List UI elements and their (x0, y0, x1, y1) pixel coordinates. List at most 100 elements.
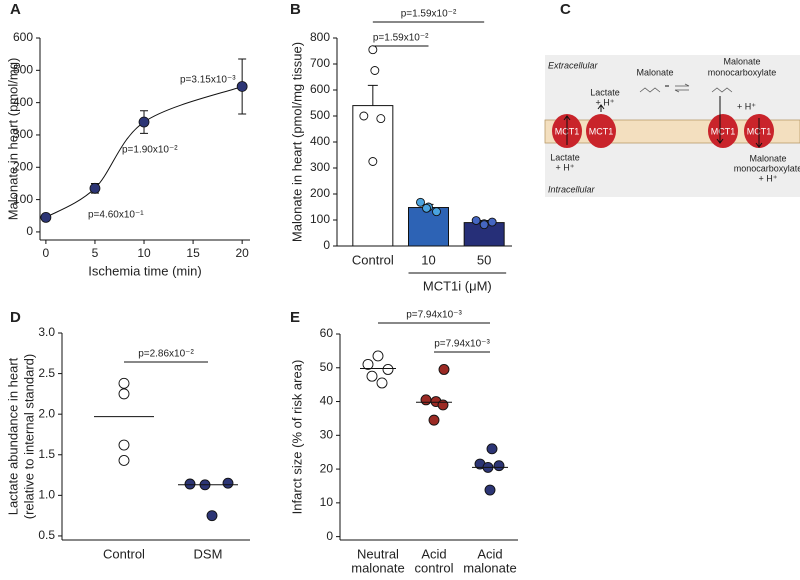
y-axis-label: Lactate abundance in heart (5, 357, 20, 515)
y-tick-label: 300 (13, 127, 33, 141)
point (420, 394, 432, 406)
malonate-in-label: monocarboxylate (734, 163, 800, 173)
lactate-label: + H⁺ (555, 162, 574, 172)
panel-letter: E (290, 309, 300, 326)
point (138, 116, 150, 128)
y-tick-label: 0 (326, 529, 333, 543)
y-tick-label: 1.0 (38, 488, 55, 502)
y-tick-label: 10 (320, 495, 334, 509)
y-tick-label: 0.5 (38, 528, 55, 542)
point (487, 217, 497, 227)
x-tick-label: malonate (351, 560, 404, 575)
y-tick-label: 300 (310, 160, 330, 174)
x-tick-label: 5 (92, 246, 99, 260)
point (366, 370, 378, 382)
y-tick-label: 500 (310, 108, 330, 122)
y-tick-label: 2.5 (38, 366, 55, 380)
y-tick-label: 200 (13, 159, 33, 173)
p-value: p=3.15x10⁻³ (180, 75, 236, 86)
panel-letter: D (10, 309, 21, 326)
point (428, 414, 440, 426)
lactate-label: Lactate (590, 87, 620, 97)
point (493, 460, 505, 472)
panel-letter: C (560, 1, 571, 18)
point (184, 478, 196, 490)
transporter (708, 114, 738, 148)
x-tick-label: Neutral (357, 546, 399, 561)
malonate-in-label: + H⁺ (758, 173, 777, 183)
y-tick-label: 0 (323, 238, 330, 252)
transporter-label: MCT1 (711, 126, 736, 136)
x-tick-label: 10 (421, 252, 435, 267)
point (206, 510, 218, 522)
y-tick-label: 1.5 (38, 447, 55, 461)
y-tick-label: 20 (320, 461, 334, 475)
x-tick-label: Acid (477, 546, 502, 561)
point (484, 484, 496, 496)
fit-curve (45, 86, 243, 218)
y-tick-label: 600 (310, 82, 330, 96)
point (479, 220, 489, 230)
intracellular-label: Intracellular (548, 184, 596, 194)
point (368, 45, 378, 55)
x-tick-label: 0 (43, 246, 50, 260)
point (471, 216, 481, 225)
point (376, 114, 386, 124)
point (438, 364, 450, 375)
x-tick-label: 15 (186, 246, 200, 260)
panel-letter: A (10, 1, 21, 18)
point (372, 350, 384, 362)
y-tick-label: 50 (320, 360, 334, 374)
point (118, 439, 130, 451)
x-tick-label: 50 (477, 252, 491, 267)
y-tick-label: 40 (320, 394, 334, 408)
transporter-label: MCT1 (589, 126, 614, 136)
x-tick-label: malonate (463, 560, 516, 575)
malonate-label: Malonate (636, 67, 673, 77)
point (416, 197, 425, 207)
p-value: p=7.94x10⁻³ (434, 339, 490, 350)
point (362, 358, 374, 370)
x-tick-label: 20 (235, 246, 249, 260)
y-tick-label: 200 (310, 186, 330, 200)
y-tick-label: 30 (320, 427, 334, 441)
point (437, 399, 449, 411)
group-label: MCT1i (μM) (423, 278, 492, 293)
p-value: p=1.90x10⁻² (122, 145, 178, 156)
malonate-mono-label: monocarboxylate (708, 67, 777, 77)
y-axis-label: (relative to internal standard) (21, 354, 36, 519)
y-tick-label: 0 (26, 224, 33, 238)
extracellular-label: Extracellular (548, 60, 599, 70)
malonate-in-label: Malonate (749, 153, 786, 163)
bar (352, 105, 394, 247)
point (118, 388, 130, 400)
y-tick-label: 100 (310, 212, 330, 226)
y-tick-label: 400 (310, 134, 330, 148)
x-tick-label: 10 (137, 246, 151, 260)
y-tick-label: 100 (13, 192, 33, 206)
point (222, 477, 234, 489)
x-tick-label: Control (103, 546, 145, 561)
p-value: p=1.59x10⁻² (401, 9, 457, 20)
point (370, 66, 380, 75)
panel-c: C Extracellular Intracellular Malonate M… (544, 1, 800, 197)
y-tick-label: 700 (310, 56, 330, 70)
x-tick-label: DSM (194, 546, 223, 561)
point (382, 364, 394, 375)
y-tick-label: 2.0 (38, 406, 55, 420)
x-axis-label: Ischemia time (min) (88, 263, 201, 278)
bar (408, 207, 449, 247)
y-tick-label: 500 (13, 62, 33, 76)
point (118, 454, 130, 466)
chemical-structures (639, 83, 733, 93)
panel-letter: B (290, 1, 301, 18)
point (118, 377, 130, 389)
point (89, 182, 101, 194)
p-value: p=2.86x10⁻² (138, 349, 194, 360)
transporter (586, 114, 616, 148)
y-axis-label: Malonate in heart (pmol/mg tissue) (289, 42, 304, 242)
point (422, 203, 431, 213)
y-tick-label: 600 (13, 30, 33, 44)
point (359, 111, 369, 121)
lactate-label: + H⁺ (595, 97, 614, 107)
